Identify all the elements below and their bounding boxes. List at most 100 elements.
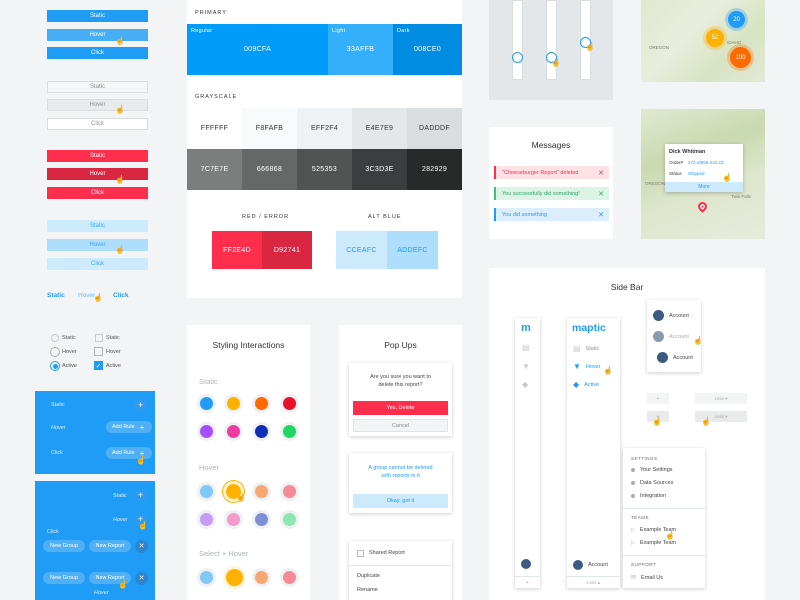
close-icon[interactable]: ✕ [598,190,604,198]
map-clusters[interactable]: OREGON IDAHO 20 52 100 [641,0,765,82]
menu-item-team[interactable]: ▷ Example Team [631,527,676,533]
gray-swatch: 666868 [242,149,297,190]
paint-bucket-icon[interactable]: ◆ [522,380,529,389]
blue-static-button[interactable]: Static [47,10,148,22]
account-item-hover[interactable]: Account [653,331,689,342]
link-hover[interactable]: Hover [78,292,96,299]
blue-click-button[interactable]: Click [47,47,148,59]
grey-static-button[interactable]: Static [47,81,148,93]
swatch-hex: 009CFA [243,46,272,53]
less-toggle[interactable]: Less ▾ [695,393,747,404]
new-group-button[interactable]: New Group [43,540,85,552]
expand-toggle[interactable]: + [647,411,669,422]
avatar[interactable] [521,559,531,569]
add-rule-button[interactable]: Add Rule + [106,447,152,459]
color-dot[interactable] [200,513,213,526]
cluster-marker[interactable]: 20 [728,11,745,28]
cancel-button[interactable]: Cancel [353,419,448,432]
add-icon[interactable]: + [134,489,147,502]
close-icon[interactable]: ✕ [598,169,604,177]
cluster-marker[interactable]: 52 [706,29,724,47]
message-info: You did something ✕ [494,208,609,221]
checkbox-hover[interactable] [94,347,103,356]
menu-item-shared-report[interactable]: Shared Report [369,550,405,556]
blue-hover-button[interactable]: Hover [47,29,148,41]
color-dot[interactable] [283,485,296,498]
sidebar-item-static[interactable]: ▤ Static [573,344,599,353]
color-dot[interactable] [283,571,296,584]
color-dot[interactable] [255,571,268,584]
color-dot[interactable] [255,397,268,410]
color-dot[interactable] [200,397,213,410]
grey-hover-button[interactable]: Hover [47,99,148,111]
grey-click-button[interactable]: Click [47,118,148,130]
tooltip-more-button[interactable]: More [665,182,743,192]
red-static-button[interactable]: Static [47,150,148,162]
expand-toggle[interactable]: + [647,393,669,404]
add-icon[interactable]: + [134,399,147,412]
menu-item-team[interactable]: ▷ Example Team [631,540,676,546]
close-icon[interactable]: ✕ [135,572,148,585]
cluster-marker[interactable]: 100 [730,47,751,68]
slider-handle[interactable] [546,52,557,63]
color-dot[interactable] [200,571,213,584]
menu-item-your-settings[interactable]: Your Settings [631,467,673,473]
slider-track[interactable] [512,0,523,80]
new-report-button[interactable]: New Report [89,540,131,552]
menu-item-duplicate[interactable]: Duplicate [357,573,380,579]
report-icon[interactable]: ▤ [522,343,530,352]
sidebar-less-toggle[interactable]: Less ▴ [567,576,620,588]
color-dot[interactable] [255,513,268,526]
sidebar-item-hover[interactable]: ▼ Hover [573,362,601,371]
light-hover-button[interactable]: Hover [47,239,148,251]
slider-handle[interactable] [512,52,523,63]
radio-static[interactable] [51,334,59,342]
checkbox-static[interactable] [95,334,103,342]
radio-active[interactable] [50,361,60,371]
sidebar-account[interactable]: Account [573,560,608,570]
color-dot[interactable] [200,425,213,438]
add-rule-button[interactable]: Add Rule + [106,421,152,433]
new-report-button[interactable]: New Report [89,572,131,584]
color-dot[interactable] [283,425,296,438]
color-dot-hovered[interactable] [226,484,241,499]
menu-item-rename[interactable]: Rename [357,587,378,593]
checkbox-active[interactable]: ✓ [94,361,103,370]
color-dot[interactable] [283,513,296,526]
color-dot[interactable] [255,425,268,438]
color-dot[interactable] [283,397,296,410]
radio-hover[interactable] [50,347,60,357]
account-item[interactable]: Account [657,352,693,363]
light-static-button[interactable]: Static [47,220,148,232]
less-toggle[interactable]: Less ▾ [695,411,747,422]
close-icon[interactable]: ✕ [598,211,604,219]
okay-button[interactable]: Okay, got it [353,494,448,508]
menu-item-email-us[interactable]: ✉ Email Us [631,574,663,582]
slider-handle[interactable] [580,37,591,48]
sidebar-item-active[interactable]: ◆ Active [573,380,599,389]
close-icon[interactable]: ✕ [135,540,148,553]
color-dot[interactable] [227,513,240,526]
link-click[interactable]: Click [113,292,129,299]
menu-checkbox[interactable] [357,550,364,557]
link-static[interactable]: Static [47,292,65,299]
collapsed-expand[interactable]: + [515,576,540,588]
account-item[interactable]: Account [653,310,689,321]
color-dot[interactable] [255,485,268,498]
color-dot[interactable] [200,485,213,498]
settings-section-label: SETTINGS [631,456,658,461]
color-dot[interactable] [227,425,240,438]
menu-item-integration[interactable]: Integration [631,493,666,499]
red-click-button[interactable]: Click [47,187,148,199]
filter-icon[interactable]: ▼ [522,362,530,371]
add-icon[interactable]: + [134,513,147,526]
light-click-button[interactable]: Click [47,258,148,270]
alt-blue-swatch: ADDEFC [387,231,438,269]
red-hover-button[interactable]: Hover [47,168,148,180]
color-dot-selected[interactable] [226,569,243,586]
yes-delete-button[interactable]: Yes, Delete [353,401,448,415]
menu-item-data-sources[interactable]: Data Sources [631,480,673,486]
slider-track[interactable] [546,0,557,80]
new-group-button[interactable]: New Group [43,572,85,584]
color-dot[interactable] [227,397,240,410]
